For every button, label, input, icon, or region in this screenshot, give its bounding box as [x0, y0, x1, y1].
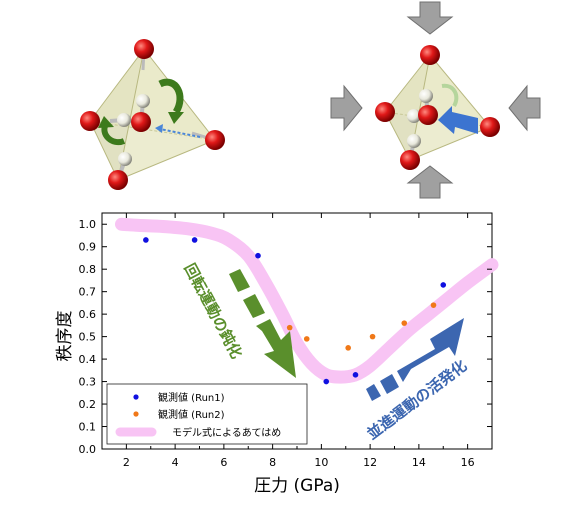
y-tick-label: 0.0 [79, 443, 97, 456]
activation-arrow [366, 318, 464, 401]
order-parameter-chart: 回転運動の鈍化 並進運動の活発化 2 4 6 8 10 12 14 160.00.10.20.… [55, 212, 499, 496]
data-point-run2 [401, 320, 408, 326]
data-point-run2 [286, 324, 293, 331]
data-point-run1 [191, 237, 198, 243]
x-tick-label: 4 [172, 456, 179, 469]
legend-marker-run1 [133, 394, 139, 400]
y-tick-label: 0.4 [79, 353, 97, 366]
tetrahedron-molecule-icon [80, 39, 225, 190]
compressed-tetrahedron-molecule-icon [375, 45, 500, 170]
y-tick-label: 0.1 [79, 421, 97, 434]
y-tick-label: 0.2 [79, 398, 97, 411]
x-tick-label: 8 [269, 456, 276, 469]
x-tick-label: 10 [314, 456, 328, 469]
y-tick-label: 0.6 [79, 308, 97, 321]
data-point-run1 [440, 282, 447, 288]
x-tick-label: 6 [220, 456, 227, 469]
model-fit-curve [115, 217, 499, 384]
data-point-run2 [345, 345, 351, 351]
y-tick-label: 0.9 [79, 241, 97, 254]
x-tick-label: 2 [123, 456, 130, 469]
legend-label-run1: 観測値 (Run1) [158, 391, 225, 404]
x-tick-label: 16 [461, 456, 475, 469]
data-point-run1 [255, 252, 261, 259]
y-tick-label: 0.7 [79, 286, 97, 299]
data-point-run1 [143, 237, 149, 243]
left-molecule-illustration [80, 39, 225, 190]
pressure-arrow-icon [330, 1, 541, 199]
legend: 観測値 (Run1) 観測値 (Run2) モデル式によるあてはめ [106, 383, 308, 445]
deactivation-arrow [229, 269, 296, 378]
data-point-run2 [430, 302, 437, 308]
x-tick-label: 14 [412, 456, 426, 469]
data-point-run1 [323, 378, 330, 385]
rotation-arrow-icon [98, 78, 184, 146]
legend-marker-run2 [133, 411, 139, 417]
x-tick-label: 12 [363, 456, 377, 469]
x-axis-label: 圧力 (GPa) [254, 476, 340, 496]
y-tick-label: 0.3 [79, 376, 97, 389]
y-tick-label: 1.0 [79, 218, 97, 231]
data-point-run1 [352, 372, 359, 378]
faint-rotation-arrow-icon [441, 83, 459, 108]
data-point-run2 [303, 336, 310, 342]
y-axis-label: 秩序度 [55, 311, 75, 362]
y-tick-label: 0.8 [79, 263, 97, 276]
data-point-run2 [369, 333, 376, 340]
legend-label-run2: 観測値 (Run2) [158, 408, 225, 421]
y-tick-label: 0.5 [79, 331, 97, 344]
legend-label-model: モデル式によるあてはめ [172, 426, 281, 439]
right-molecule-illustration [330, 1, 541, 199]
